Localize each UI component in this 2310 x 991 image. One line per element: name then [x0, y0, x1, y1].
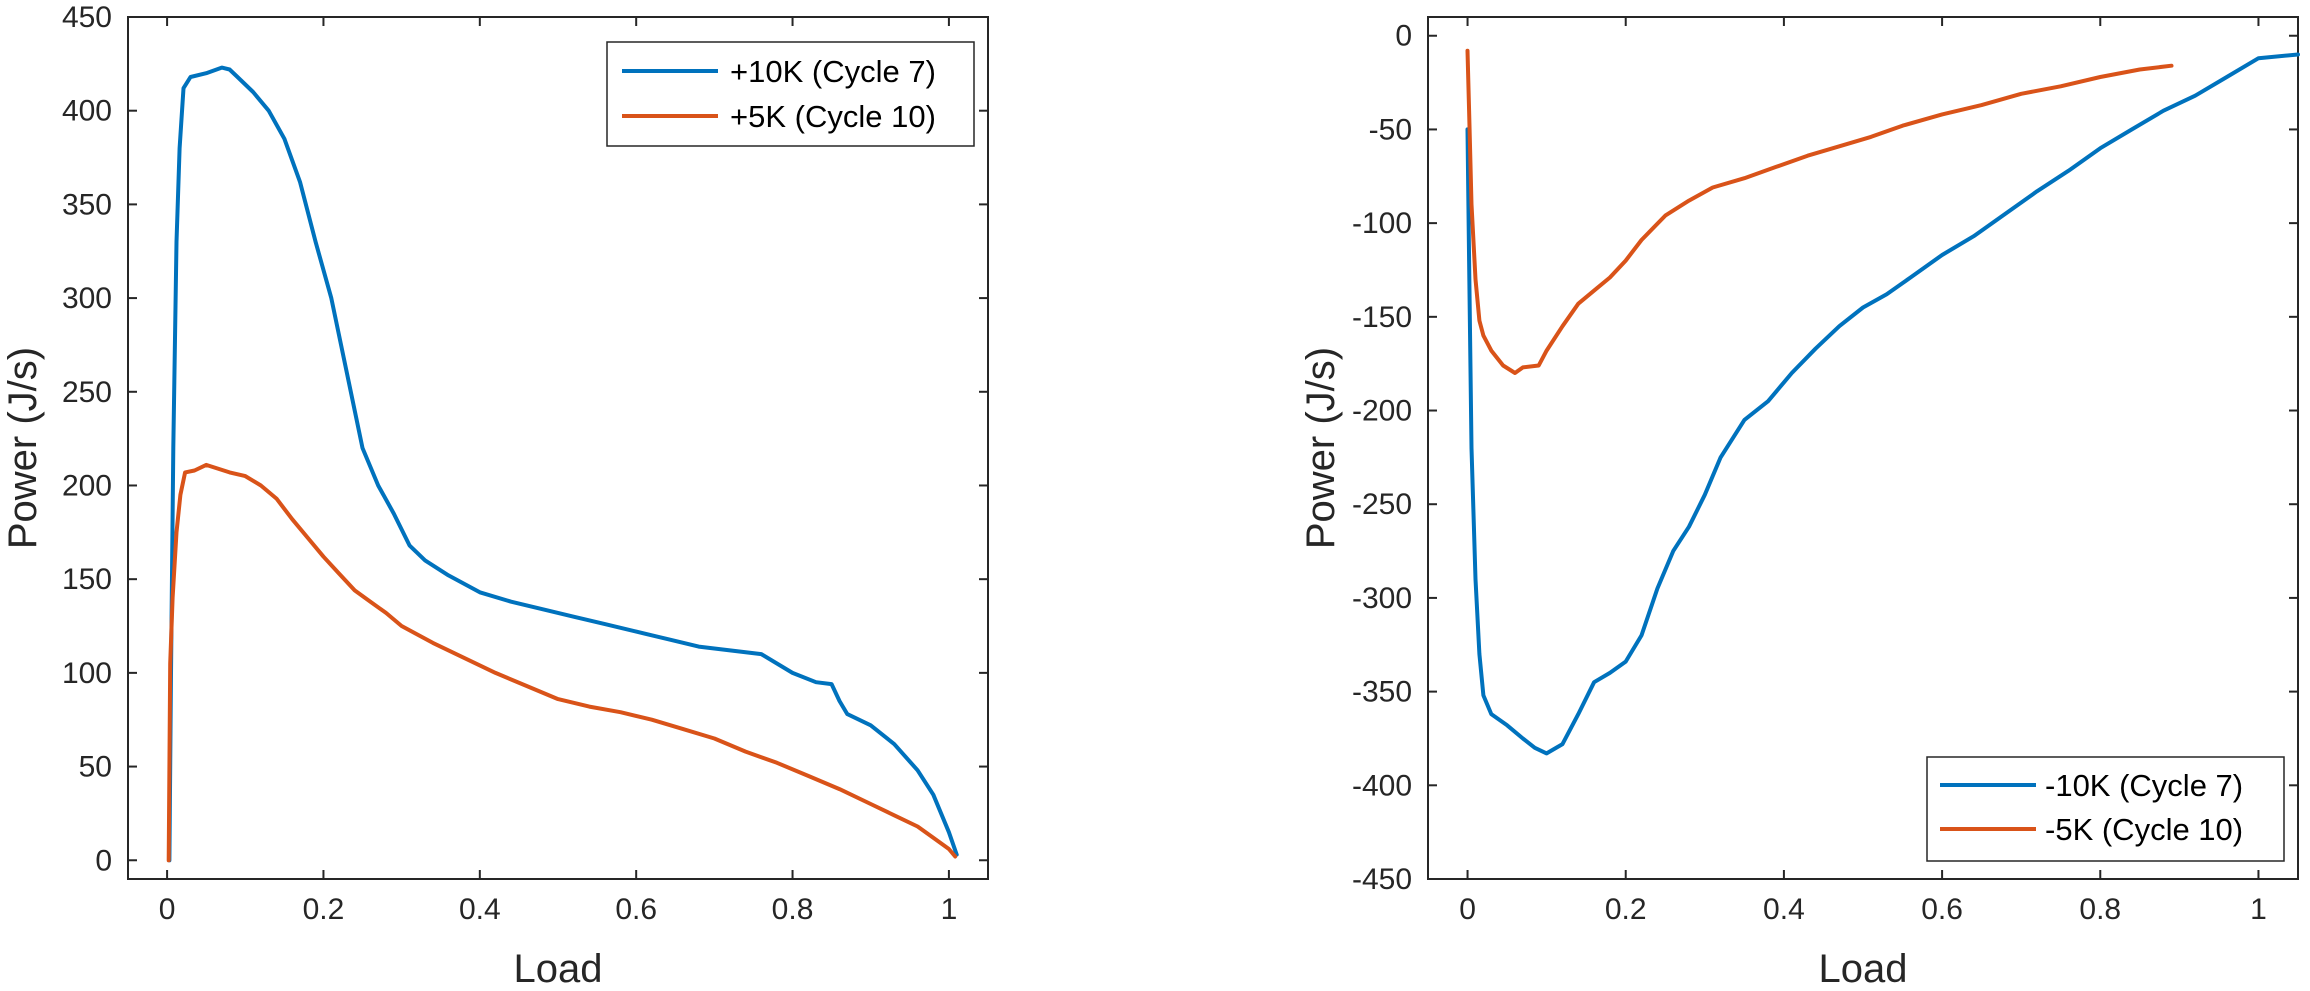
left-x-axis-title: Load [514, 947, 603, 991]
right-plot-area [1465, 48, 2300, 756]
right-chart: 0 0.2 0.4 0.6 0.8 1 0 -50 -100 -150 -200 -250 -300 -3… [1299, 16, 2300, 991]
left-series-line-1 [167, 65, 959, 863]
right-y-tick-label: -100 [1352, 207, 1412, 240]
left-y-tick-label: 350 [62, 188, 112, 221]
left-y-axis-title: Power (J/s) [1, 347, 45, 549]
right-y-axis-title: Power (J/s) [1299, 347, 1343, 549]
left-x-tick-label: 0.8 [772, 893, 814, 926]
right-legend-label-series-1: -10K (Cycle 7) [2045, 768, 2243, 803]
right-y-tick-label: -350 [1352, 676, 1412, 709]
left-chart: 0 0.2 0.4 0.6 0.8 1 0 50 100 150 200 250 300 350 400 45… [1, 1, 989, 991]
left-y-tick-label: 450 [62, 1, 112, 34]
right-y-tick-label: -300 [1352, 582, 1412, 615]
right-y-tick-label: -150 [1352, 301, 1412, 334]
left-y-tick-label: 100 [62, 657, 112, 690]
right-x-tick-label: 0.6 [1921, 893, 1963, 926]
right-axis-ticks: 0 0.2 0.4 0.6 0.8 1 0 -50 -100 -150 -200 -250 -300 -3… [1352, 17, 2298, 926]
right-legend-box [1926, 756, 2285, 862]
right-x-tick-label: 0 [1459, 893, 1476, 926]
right-legend: -10K (Cycle 7) -5K (Cycle 10) [1926, 756, 2285, 862]
left-legend: +10K (Cycle 7) +5K (Cycle 10) [606, 41, 975, 147]
left-y-tick-label: 400 [62, 95, 112, 128]
left-x-tick-label: 0.6 [615, 893, 657, 926]
right-x-tick-label: 0.8 [2079, 893, 2121, 926]
left-y-tick-label: 200 [62, 469, 112, 502]
left-x-tick-label: 0 [159, 893, 176, 926]
right-y-tick-label: -450 [1352, 863, 1412, 896]
right-axes-box [1427, 16, 2299, 880]
left-y-tick-label: 150 [62, 563, 112, 596]
right-x-tick-label: 0.2 [1605, 893, 1647, 926]
right-x-tick-label: 0.4 [1763, 893, 1805, 926]
left-plot-area [166, 65, 959, 863]
right-y-tick-label: -250 [1352, 488, 1412, 521]
left-y-tick-label: 250 [62, 376, 112, 409]
left-legend-box [606, 41, 975, 147]
left-legend-label-series-1: +10K (Cycle 7) [730, 54, 936, 89]
right-series-line-2 [1465, 48, 2174, 375]
left-axes-box [127, 16, 989, 880]
left-legend-label-series-2: +5K (Cycle 10) [730, 99, 936, 134]
right-y-tick-label: 0 [1395, 20, 1412, 53]
left-y-tick-label: 0 [95, 844, 112, 877]
right-series-line-1 [1465, 52, 2300, 756]
left-series-line-2 [166, 462, 958, 863]
right-legend-label-series-2: -5K (Cycle 10) [2045, 812, 2243, 847]
left-y-tick-label: 300 [62, 282, 112, 315]
left-y-tick-label: 50 [79, 751, 112, 784]
right-y-tick-label: -200 [1352, 395, 1412, 428]
right-x-tick-label: 1 [2250, 893, 2267, 926]
right-y-tick-label: -400 [1352, 769, 1412, 802]
left-x-tick-label: 0.2 [303, 893, 345, 926]
left-x-tick-label: 1 [941, 893, 958, 926]
right-x-axis-title: Load [1819, 947, 1908, 991]
left-axis-ticks: 0 0.2 0.4 0.6 0.8 1 0 50 100 150 200 250 300 350 400 45… [62, 1, 988, 926]
right-y-tick-label: -50 [1369, 113, 1412, 146]
left-x-tick-label: 0.4 [459, 893, 501, 926]
